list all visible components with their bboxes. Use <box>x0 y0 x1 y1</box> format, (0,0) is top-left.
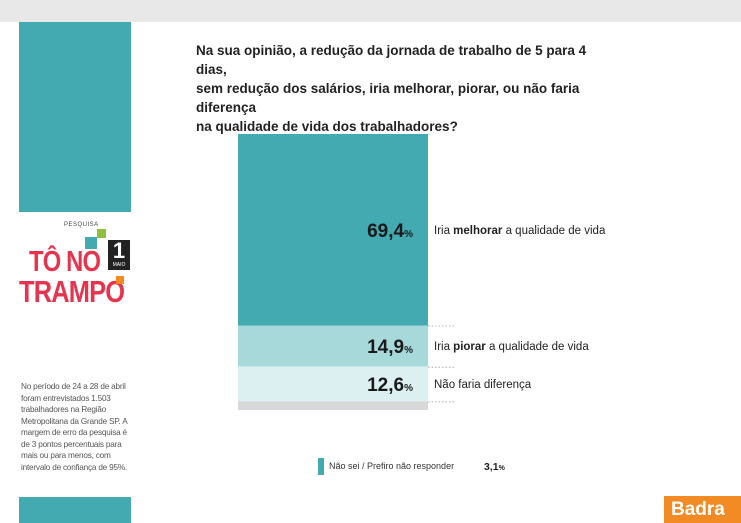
logo-date-badge: 1 MAIO <box>108 240 130 270</box>
side-accent-bottom <box>19 497 131 523</box>
bar-segment-0 <box>238 134 428 326</box>
top-bar <box>0 0 741 22</box>
legend-swatch <box>318 457 324 475</box>
logo-green-square <box>97 229 106 238</box>
legend-value: 3,1% <box>484 461 505 473</box>
logo-day: 1 <box>112 238 126 263</box>
logo-line-1: TÔ NO <box>29 246 101 278</box>
bar-segment-3 <box>238 401 428 410</box>
logo-teal-square <box>85 237 97 249</box>
legend-label: Não sei / Prefiro não responder <box>329 461 455 471</box>
side-accent-top <box>19 22 131 212</box>
bar-segment-2 <box>238 366 428 402</box>
survey-logo: PESQUISA TÔ NO 1 MAIO TRAMPO <box>19 222 131 314</box>
category-label-2: Não faria diferença <box>434 379 532 391</box>
logo-orange-square <box>116 276 124 284</box>
question-line-2: sem redução dos salários, iria melhorar,… <box>196 81 580 115</box>
question-line-1: Na sua opinião, a redução da jornada de … <box>196 43 587 77</box>
logo-month: MAIO <box>112 262 126 268</box>
brand-logo: Badra <box>664 496 741 523</box>
logo-pesquisa-text: PESQUISA <box>64 222 99 228</box>
value-label-0: 69,4% <box>367 221 413 242</box>
logo-line-2: TRAMPO <box>19 274 125 309</box>
category-label-1: Iria piorar a qualidade de vida <box>434 341 589 353</box>
value-label-2: 12,6% <box>367 375 413 396</box>
methodology-note: No período de 24 a 28 de abril foram ent… <box>21 382 128 472</box>
category-label-0: Iria melhorar a qualidade de vida <box>434 225 606 237</box>
question-line-3: na qualidade de vida dos trabalhadores? <box>196 119 458 134</box>
legend-no-answer: Não sei / Prefiro não responder <box>318 455 454 477</box>
value-label-1: 14,9% <box>367 337 413 358</box>
survey-question: Na sua opinião, a redução da jornada de … <box>196 41 616 136</box>
bar-segment-1 <box>238 325 428 367</box>
